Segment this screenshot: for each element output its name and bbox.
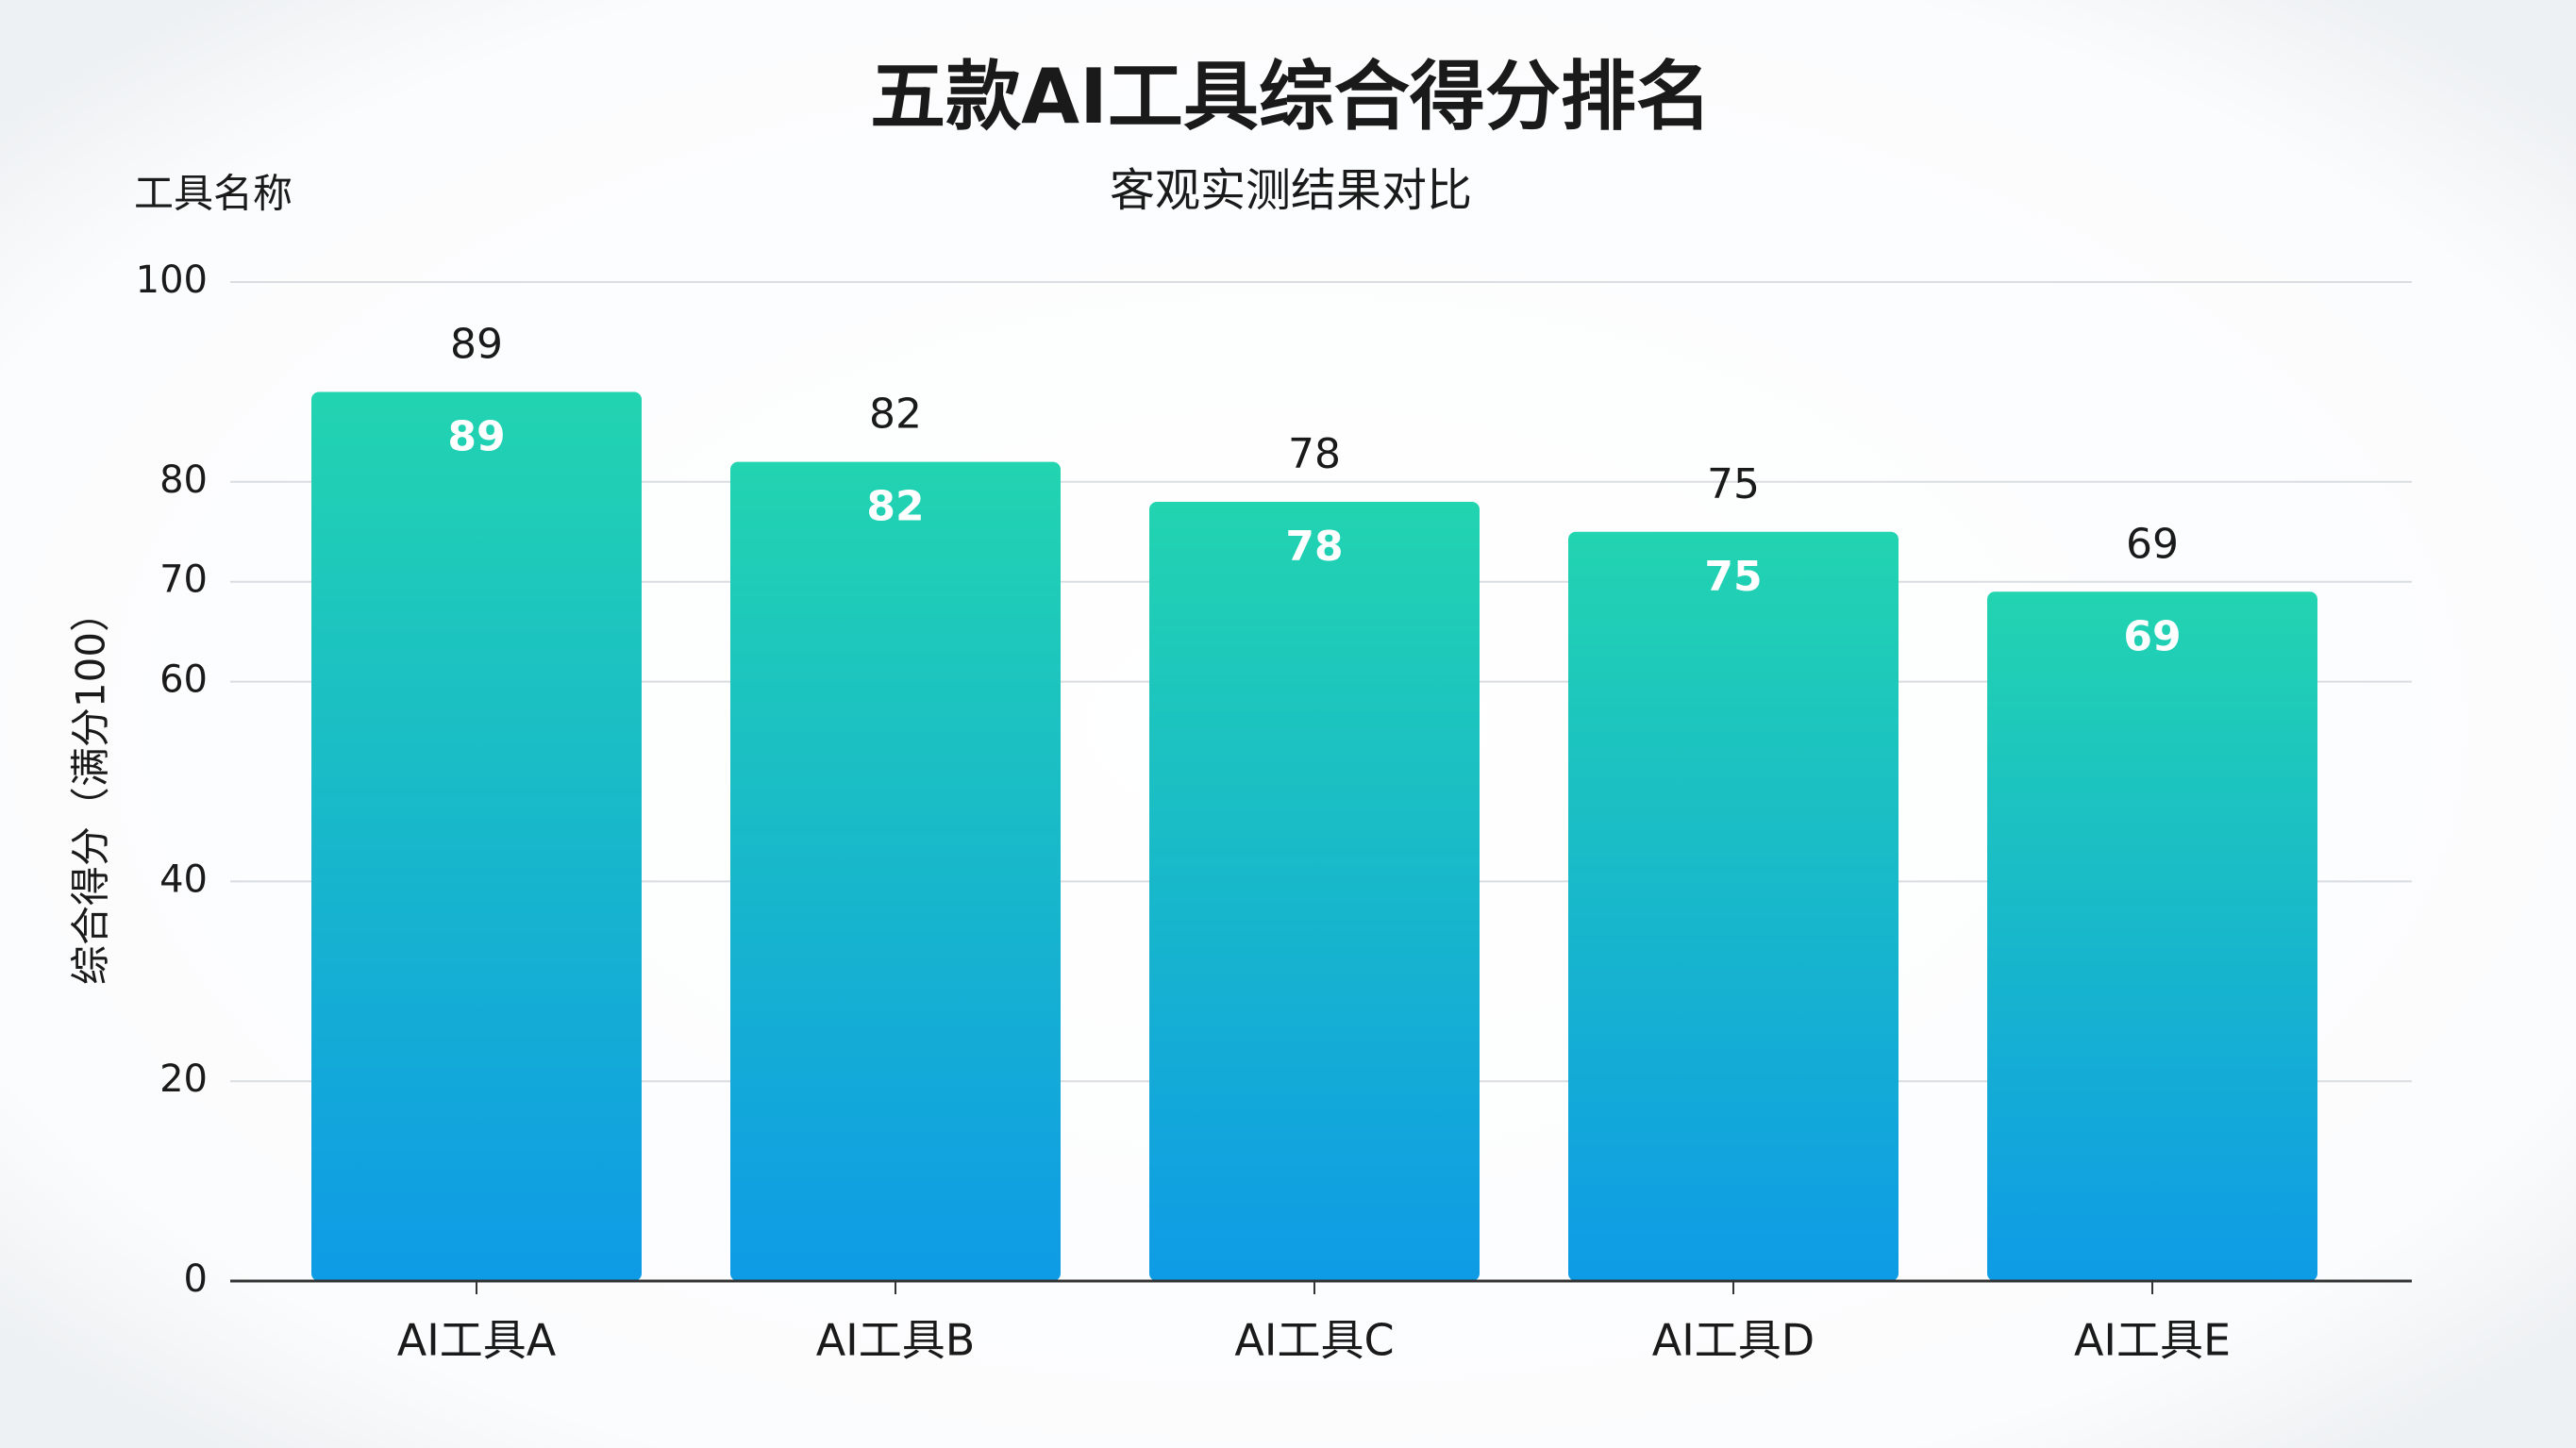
x-axis-label: 工具名称	[134, 171, 293, 217]
y-tick-label: 0	[184, 1257, 208, 1301]
value-label-inside: 89	[447, 412, 505, 460]
value-label: 89	[450, 320, 503, 368]
bar	[1568, 531, 1899, 1281]
chart-title: 五款AI工具综合得分排名	[870, 53, 1712, 141]
y-tick-label: 40	[159, 857, 208, 901]
bar	[1149, 501, 1480, 1281]
value-label: 75	[1707, 460, 1760, 508]
y-tick-label: 80	[159, 458, 208, 502]
value-label: 69	[2126, 520, 2179, 568]
value-label-inside: 69	[2123, 612, 2181, 660]
y-tick-label: 70	[159, 558, 208, 602]
y-tick-label: 20	[159, 1057, 208, 1101]
value-label-inside: 75	[1704, 553, 1762, 601]
y-tick-label: 60	[159, 658, 208, 702]
bar	[730, 461, 1061, 1281]
x-tick-label: AI工具B	[816, 1315, 976, 1366]
y-axis-label: 综合得分（满分100）	[68, 592, 114, 985]
y-tick-label: 100	[136, 258, 208, 302]
value-label-inside: 78	[1285, 523, 1343, 571]
x-tick-label: AI工具C	[1234, 1315, 1394, 1366]
value-label: 78	[1288, 430, 1341, 478]
bar	[1987, 591, 2317, 1281]
x-tick-label: AI工具D	[1652, 1315, 1815, 1366]
value-label: 82	[869, 391, 922, 439]
bar	[311, 391, 642, 1281]
chart-subtitle: 客观实测结果对比	[1110, 164, 1472, 217]
x-tick-label: AI工具E	[2074, 1315, 2231, 1366]
value-label-inside: 82	[866, 483, 924, 531]
x-tick-label: AI工具A	[397, 1315, 557, 1366]
